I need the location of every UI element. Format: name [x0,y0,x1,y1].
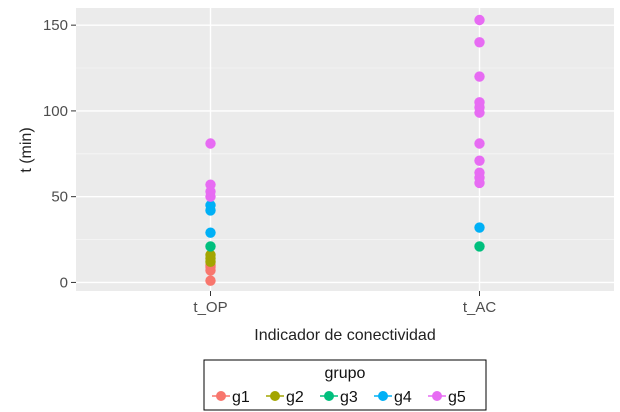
legend-key-marker [216,391,226,401]
minor-gridlines [76,67,614,240]
legend-key-marker [378,391,388,401]
legend-label-g3: g3 [340,389,358,406]
data-point-g5 [205,179,216,190]
legend-label-g5: g5 [448,389,466,406]
data-point-g4 [205,200,216,211]
data-point-g5 [474,37,485,48]
data-point-g5 [474,97,485,108]
legend-title: grupo [325,365,366,382]
legend-key-marker [432,391,442,401]
x-axis-title: Indicador de conectividad [254,327,435,344]
y-tick-label: 100 [43,103,68,120]
x-tick-label: t_OP [193,299,227,316]
data-point-g5 [205,138,216,149]
data-point-g3 [205,241,216,252]
data-point-g1 [205,275,216,286]
y-axis-title: t (min) [18,127,35,172]
data-point-g5 [474,167,485,178]
legend-box [203,359,487,411]
data-point-g4 [474,222,485,233]
y-tick-label: 0 [60,274,68,291]
major-gridlines [76,8,614,291]
data-point-g5 [474,138,485,149]
data-point-g5 [474,155,485,166]
legend-key-marker [324,391,334,401]
legend-label-g1: g1 [232,389,250,406]
x-axis-ticks: t_OP t_AC [193,291,496,316]
data-point-g5 [474,14,485,26]
legend: grupo g1 g2 g3 g4 g5 [203,359,487,411]
data-points [205,14,485,286]
data-point-g4 [205,227,216,238]
legend-key-marker [270,391,280,401]
plot-panel [76,8,614,291]
x-tick-label: t_AC [463,299,497,316]
y-tick-label: 150 [43,17,68,34]
y-tick-label: 50 [51,189,68,206]
legend-label-g2: g2 [286,389,304,406]
legend-items: g1 g2 g3 g4 g5 [212,389,466,406]
data-point-g3 [474,241,485,252]
y-axis-ticks: 0 50 100 150 [43,17,76,291]
legend-label-g4: g4 [394,389,412,406]
data-point-g2 [205,249,216,261]
data-point-g5 [474,71,485,82]
